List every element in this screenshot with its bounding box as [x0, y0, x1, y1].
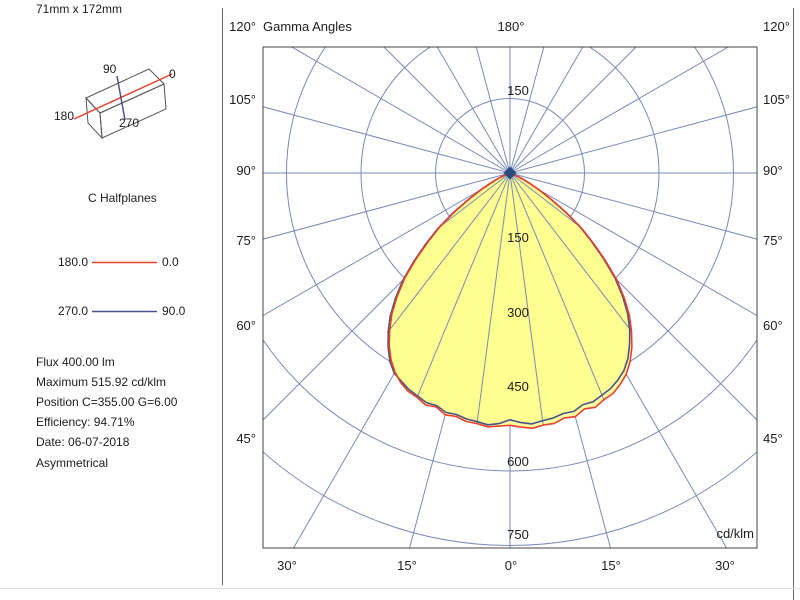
bottom-axis-label-30-right: 30°: [715, 558, 735, 573]
ring-label-150-top: 150: [507, 83, 529, 98]
gamma-ray-fan: [388, 173, 632, 429]
box-axis-label-180: 180: [54, 109, 75, 123]
box-axis-label-0: 0: [169, 67, 176, 81]
info-date: Date: 06-07-2018: [36, 435, 130, 449]
ring-label-150-bottom: 150: [507, 230, 529, 245]
pole-marker: [503, 166, 517, 180]
dimensions-label: 71mm x 172mm: [36, 2, 123, 16]
left-axis-label-90: 90°: [236, 163, 256, 178]
luminaire-box-sketch: [73, 68, 173, 140]
bottom-axis-label-0: 0°: [504, 558, 518, 573]
info-symmetry: Asymmetrical: [36, 456, 109, 470]
ring-label-750: 750: [507, 527, 529, 542]
bottom-axis-label-15-left: 15°: [397, 558, 417, 573]
ring-label-600: 600: [507, 454, 529, 469]
bottom-axis-label-30-left: 30°: [277, 558, 297, 573]
bottom-axis-label-15-right: 15°: [601, 558, 621, 573]
corner-label-120-left: 120°: [229, 19, 256, 34]
top-axis-label-180: 180°: [497, 19, 525, 34]
legend-label-180: 180.0: [57, 255, 88, 269]
legend-lines: [92, 261, 157, 313]
right-axis-label-45: 45°: [763, 431, 783, 446]
legend-label-90: 90.0: [162, 304, 186, 318]
left-axis-label-105: 105°: [229, 92, 256, 107]
chart-frame: [262, 46, 758, 549]
c0-c180-axis-line: [73, 73, 173, 120]
legend-label-0: 0.0: [162, 255, 179, 269]
left-axis-label-75: 75°: [236, 233, 256, 248]
page-separators: [0, 8, 800, 600]
intensity-fill: [388, 173, 632, 429]
c90-c270-axis-line: [116, 75, 126, 121]
box-axis-label-270: 270: [119, 116, 140, 130]
corner-label-120-right: 120°: [763, 19, 790, 34]
halfplanes-title: C Halfplanes: [88, 191, 157, 205]
info-efficiency: Efficiency: 94.71%: [36, 415, 135, 429]
ring-label-300: 300: [507, 305, 529, 320]
info-position: Position C=355.00 G=6.00: [36, 395, 178, 409]
legend-label-270: 270.0: [57, 304, 88, 318]
info-maximum: Maximum 515.92 cd/klm: [36, 375, 167, 389]
chart-title: Gamma Angles: [263, 19, 352, 34]
intensity-curves: [387, 172, 633, 430]
left-axis-label-45: 45°: [236, 431, 256, 446]
right-axis-label-105: 105°: [763, 92, 790, 107]
unit-label: cd/klm: [716, 526, 754, 541]
ring-label-450: 450: [507, 379, 529, 394]
right-axis-label-60: 60°: [763, 318, 783, 333]
right-axis-label-90: 90°: [763, 163, 783, 178]
right-axis-label-75: 75°: [763, 233, 783, 248]
box-axis-label-90: 90: [103, 62, 117, 76]
left-axis-label-60: 60°: [236, 318, 256, 333]
info-flux: Flux 400.00 lm: [36, 355, 115, 369]
